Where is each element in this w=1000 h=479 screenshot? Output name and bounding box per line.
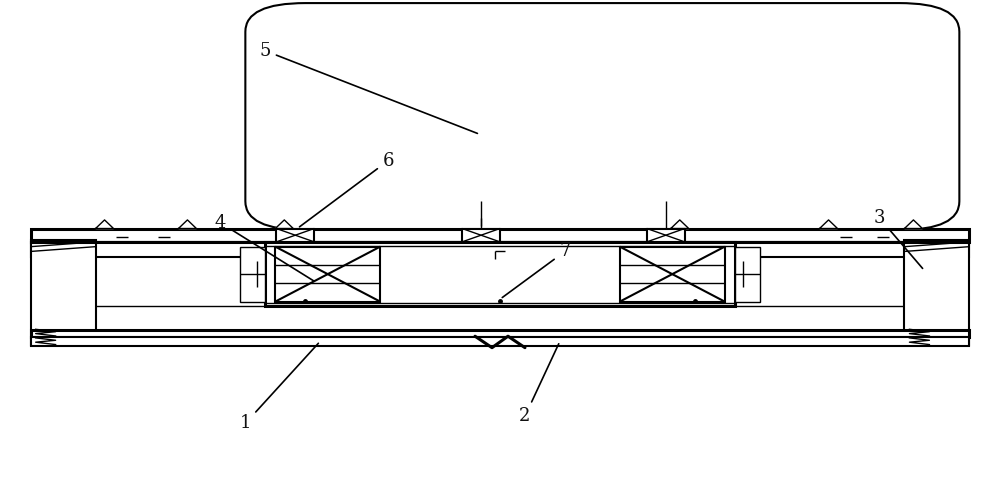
- Text: 5: 5: [260, 42, 477, 134]
- Text: 7: 7: [502, 242, 571, 297]
- Bar: [240, 247, 265, 302]
- Bar: [647, 228, 685, 242]
- Bar: [31, 337, 969, 346]
- Bar: [462, 228, 500, 242]
- Bar: [276, 228, 314, 242]
- Bar: [31, 240, 96, 344]
- Text: 3: 3: [874, 209, 923, 268]
- Polygon shape: [275, 220, 293, 228]
- Polygon shape: [671, 220, 689, 228]
- FancyBboxPatch shape: [245, 3, 959, 230]
- Polygon shape: [96, 220, 114, 228]
- Bar: [31, 242, 969, 257]
- Bar: [265, 242, 735, 307]
- Bar: [275, 247, 380, 302]
- Bar: [31, 228, 969, 242]
- Text: 1: 1: [240, 343, 318, 433]
- Polygon shape: [820, 220, 838, 228]
- Text: 4: 4: [215, 214, 314, 281]
- Bar: [31, 330, 969, 337]
- Polygon shape: [904, 220, 922, 228]
- Polygon shape: [178, 220, 196, 228]
- Text: 6: 6: [300, 152, 394, 227]
- Text: 2: 2: [519, 344, 559, 425]
- Bar: [620, 247, 725, 302]
- Bar: [904, 240, 969, 344]
- Bar: [735, 247, 760, 302]
